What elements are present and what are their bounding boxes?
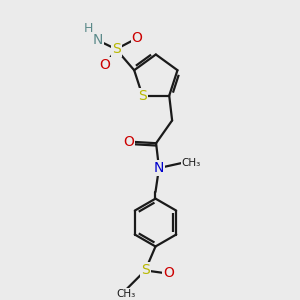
Text: O: O [124, 135, 134, 149]
Text: N: N [92, 33, 103, 46]
Text: CH₃: CH₃ [182, 158, 201, 168]
Text: O: O [163, 266, 174, 280]
Text: S: S [112, 42, 121, 56]
Text: O: O [132, 31, 142, 45]
Text: H: H [83, 22, 93, 35]
Text: S: S [141, 263, 150, 278]
Text: S: S [138, 88, 147, 103]
Text: N: N [154, 161, 164, 175]
Text: O: O [100, 58, 110, 72]
Text: CH₃: CH₃ [116, 289, 135, 299]
